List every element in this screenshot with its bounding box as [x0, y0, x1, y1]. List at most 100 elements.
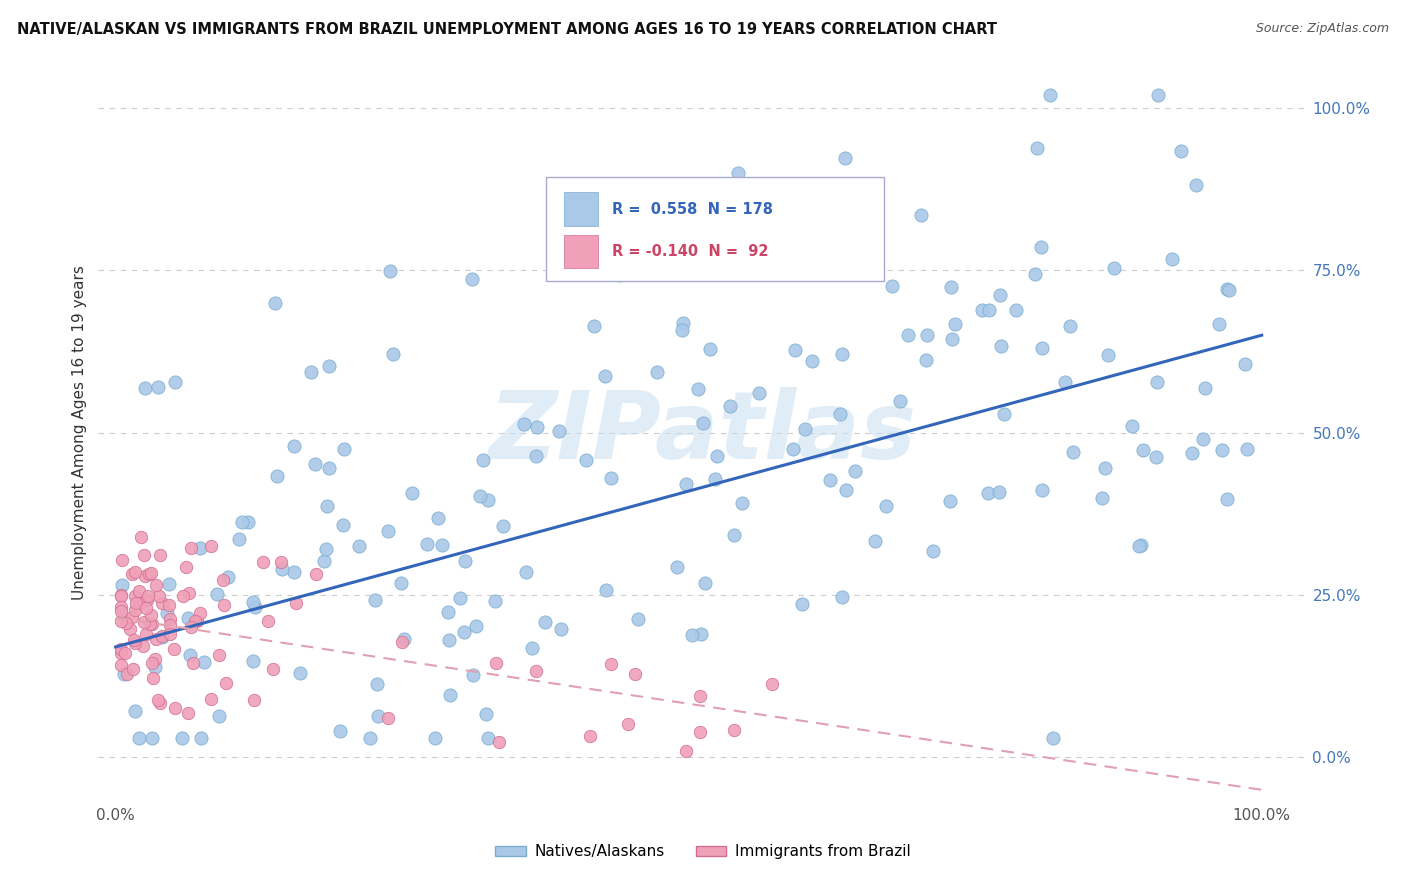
Point [1185, 178, 1208, 192]
Point [1031, 341, 1053, 355]
Point [149, 696, 172, 710]
Point [1192, 432, 1215, 446]
Point [910, 208, 932, 222]
Point [110, 588, 132, 602]
Point [699, 343, 721, 357]
Point [1208, 317, 1230, 331]
Point [1042, 731, 1064, 745]
Point [114, 646, 136, 660]
Point [426, 510, 449, 524]
Point [242, 595, 264, 609]
Point [943, 317, 966, 331]
Point [367, 709, 389, 723]
Point [896, 328, 918, 343]
Point [136, 593, 159, 607]
Point [534, 615, 557, 629]
Point [1218, 283, 1240, 297]
Point [1211, 442, 1233, 457]
Point [783, 343, 806, 357]
Point [377, 524, 399, 538]
Point [111, 553, 134, 567]
Point [110, 600, 132, 615]
Point [723, 723, 745, 738]
Point [304, 457, 326, 471]
Point [1194, 381, 1216, 395]
Point [575, 453, 598, 467]
Point [693, 575, 716, 590]
Point [242, 693, 264, 707]
Point [252, 555, 274, 569]
Point [1146, 87, 1168, 102]
Point [315, 542, 337, 557]
Point [205, 587, 228, 601]
Point [146, 693, 169, 707]
Point [692, 417, 714, 431]
Point [439, 632, 461, 647]
FancyBboxPatch shape [546, 178, 884, 281]
Point [889, 394, 911, 409]
Text: R = -0.140  N =  92: R = -0.140 N = 92 [613, 244, 769, 259]
Point [159, 612, 181, 626]
Point [993, 407, 1015, 421]
Point [834, 151, 856, 165]
Point [380, 264, 402, 278]
Point [200, 539, 222, 553]
Point [124, 603, 146, 617]
Point [110, 615, 132, 629]
Point [172, 731, 194, 745]
Point [364, 593, 387, 607]
Point [366, 677, 388, 691]
Point [134, 569, 156, 583]
Point [112, 667, 135, 681]
Point [988, 485, 1011, 500]
Point [207, 648, 229, 662]
Point [228, 532, 250, 546]
Point [1146, 375, 1168, 389]
Point [312, 554, 335, 568]
Point [305, 566, 328, 581]
Point [186, 614, 208, 628]
Point [111, 578, 134, 592]
Point [515, 565, 537, 579]
Point [472, 452, 495, 467]
Point [333, 442, 356, 457]
Point [818, 473, 841, 487]
Point [391, 635, 413, 649]
Point [181, 657, 204, 671]
Point [939, 494, 962, 508]
Point [1132, 443, 1154, 458]
Point [163, 641, 186, 656]
Point [1091, 491, 1114, 506]
Point [689, 689, 711, 703]
Point [727, 166, 749, 180]
Point [299, 365, 322, 379]
Point [782, 442, 804, 456]
Point [139, 566, 162, 580]
Point [988, 288, 1011, 302]
Point [141, 656, 163, 670]
Point [1130, 538, 1153, 552]
Point [550, 622, 572, 636]
Point [703, 472, 725, 486]
Point [475, 706, 498, 721]
Point [122, 633, 145, 648]
Point [150, 630, 173, 644]
Point [231, 515, 253, 529]
Point [800, 354, 823, 368]
FancyBboxPatch shape [564, 235, 598, 268]
Text: NATIVE/ALASKAN VS IMMIGRANTS FROM BRAZIL UNEMPLOYMENT AMONG AGES 16 TO 19 YEARS : NATIVE/ALASKAN VS IMMIGRANTS FROM BRAZIL… [17, 22, 997, 37]
Point [793, 422, 815, 436]
Point [124, 566, 146, 580]
Point [132, 549, 155, 563]
Point [1054, 375, 1077, 389]
Point [283, 438, 305, 452]
Point [242, 654, 264, 668]
Point [488, 735, 510, 749]
Point [401, 486, 423, 500]
Point [1128, 539, 1150, 553]
Point [513, 417, 536, 432]
Point [1121, 418, 1143, 433]
Point [190, 541, 212, 555]
Point [290, 666, 312, 681]
Point [718, 400, 741, 414]
